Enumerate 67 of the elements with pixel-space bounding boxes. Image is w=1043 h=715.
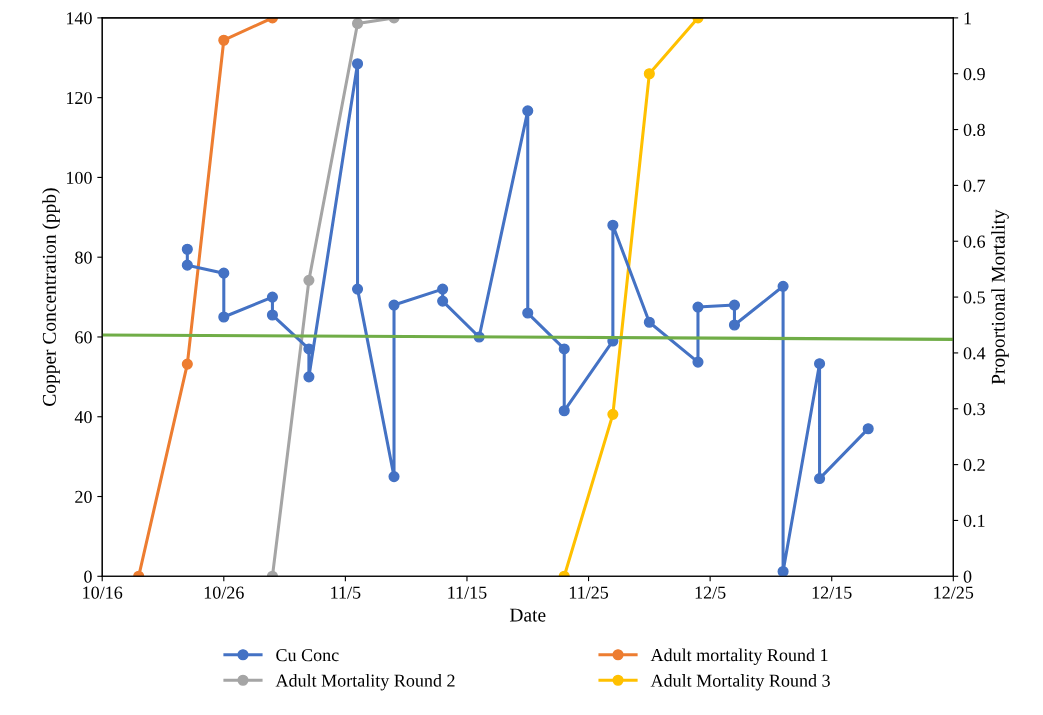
y2-tick-label: 0.4 (963, 347, 986, 360)
y-tick-label: 20 (75, 490, 92, 503)
point (218, 267, 230, 279)
point (728, 319, 741, 331)
y2-tick-label: 0 (963, 570, 972, 583)
x-tick-label: 11/15 (448, 586, 487, 599)
legend-label: Adult mortality Round 1 (650, 648, 828, 665)
point (777, 280, 789, 292)
y-tick-label: 60 (75, 331, 92, 344)
point (862, 423, 874, 435)
point (351, 58, 364, 70)
y2-tick-label: 0.6 (963, 235, 986, 248)
y-tick-label: 80 (75, 251, 92, 264)
x-tick-label: 12/15 (812, 586, 852, 599)
point (266, 291, 278, 303)
point (388, 299, 400, 311)
y2-tick-label: 0.5 (963, 291, 985, 304)
x-tick-label: 10/16 (83, 586, 123, 599)
point (692, 301, 704, 313)
point (303, 371, 315, 383)
point (181, 243, 193, 255)
x-tick-label: 12/25 (934, 586, 974, 599)
legend-label: Adult Mortality Round 2 (275, 674, 455, 691)
point (351, 283, 364, 295)
point (728, 299, 741, 311)
y-tick-label: 100 (67, 171, 92, 184)
y2-tick-label: 0.1 (963, 514, 985, 527)
point (266, 309, 278, 321)
y-axis-title: Copper Concentration (ppb) (42, 188, 60, 406)
y2-tick-label: 0.7 (963, 179, 986, 192)
point (607, 219, 619, 231)
x-tick-label: 11/25 (569, 586, 609, 599)
point (607, 408, 619, 420)
x-tick-label: 10/26 (204, 586, 244, 599)
point (522, 105, 534, 117)
point (303, 343, 315, 355)
point (181, 259, 193, 271)
point (558, 343, 570, 355)
x-axis-title: Date (509, 608, 546, 622)
point (437, 283, 449, 295)
y-tick-label: 120 (67, 91, 92, 105)
point (437, 295, 449, 307)
y2-tick-label: 0.2 (963, 458, 985, 472)
point (814, 358, 826, 370)
legend-label: Cu Conc (276, 649, 339, 662)
y2-tick-label: 0.3 (963, 403, 985, 416)
point (643, 68, 655, 80)
point (814, 473, 826, 485)
y2-tick-label: 0.9 (963, 67, 985, 81)
point (218, 311, 230, 323)
point (388, 471, 400, 483)
y-tick-label: 0 (84, 570, 92, 583)
y-tick-label: 40 (74, 411, 92, 424)
point (181, 358, 193, 370)
y2-tick-label: 0.8 (963, 123, 985, 137)
point (522, 307, 534, 319)
y2-tick-label: 1 (964, 12, 971, 25)
legend-label: Adult Mortality Round 3 (650, 674, 830, 691)
point (558, 405, 570, 417)
point (692, 356, 704, 368)
y2-axis-title: Proportional Mortality (991, 209, 1009, 385)
x-tick-label: 12/5 (695, 586, 726, 599)
point (303, 274, 315, 286)
point (777, 565, 789, 577)
y-tick-label: 140 (67, 12, 92, 25)
x-tick-label: 11/5 (331, 586, 361, 599)
point (643, 316, 655, 328)
